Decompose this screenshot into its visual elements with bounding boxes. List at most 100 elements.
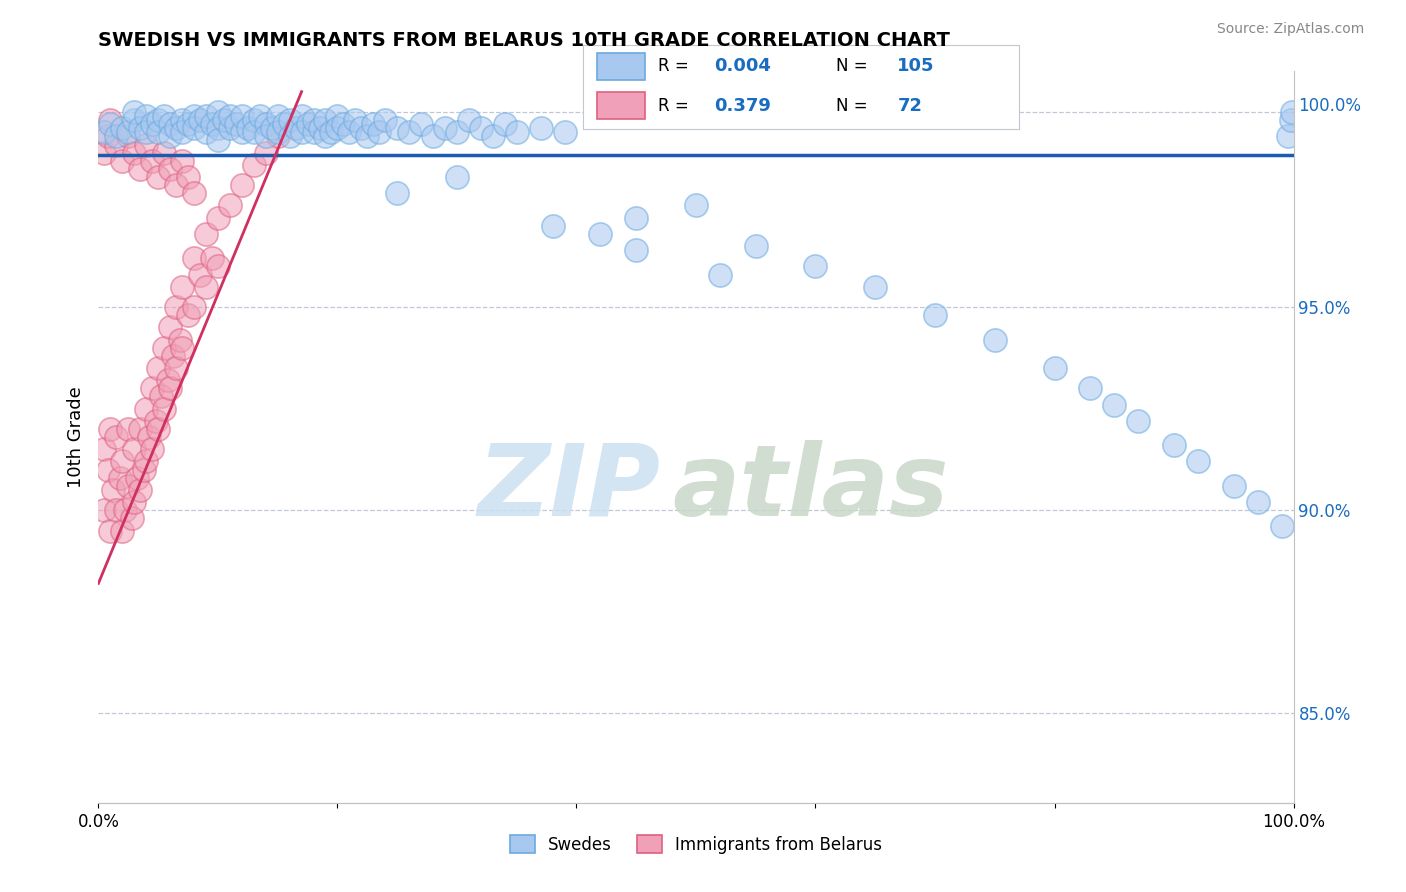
Point	[1277, 129, 1299, 144]
Point	[105, 430, 128, 444]
Point	[626, 211, 648, 225]
Point	[219, 121, 242, 136]
Point	[177, 117, 200, 131]
Point	[260, 121, 283, 136]
Point	[315, 129, 337, 144]
Point	[195, 125, 218, 139]
Point	[446, 169, 468, 184]
Point	[98, 117, 122, 131]
Point	[183, 252, 205, 266]
Point	[411, 117, 433, 131]
Point	[494, 117, 516, 131]
Point	[1080, 381, 1102, 395]
Point	[297, 117, 319, 131]
Point	[374, 113, 396, 128]
Point	[344, 113, 367, 128]
Point	[589, 227, 612, 241]
Point	[481, 129, 505, 144]
Point	[385, 186, 409, 201]
Point	[165, 121, 187, 136]
Point	[98, 524, 122, 538]
Point	[446, 125, 468, 139]
Point	[339, 125, 361, 139]
Point	[135, 401, 157, 416]
Text: R =: R =	[658, 57, 689, 75]
Point	[159, 381, 181, 395]
Point	[111, 454, 134, 468]
Point	[350, 121, 373, 136]
Point	[1163, 438, 1185, 452]
Point	[153, 341, 176, 355]
Point	[326, 121, 349, 136]
Point	[93, 145, 115, 160]
Point	[207, 260, 229, 274]
Point	[273, 117, 295, 131]
Point	[506, 125, 529, 139]
Point	[108, 471, 131, 485]
Point	[114, 503, 136, 517]
Point	[177, 169, 200, 184]
Point	[117, 125, 139, 139]
Point	[149, 389, 172, 403]
Point	[135, 125, 157, 139]
Point	[1104, 398, 1126, 412]
Point	[105, 503, 128, 517]
Point	[219, 198, 242, 212]
Point	[141, 442, 163, 457]
Point	[165, 178, 187, 193]
Point	[207, 133, 229, 147]
Point	[98, 113, 122, 128]
Point	[212, 113, 235, 128]
Point	[709, 268, 731, 282]
Point	[111, 524, 134, 538]
Point	[138, 430, 160, 444]
Point	[243, 158, 266, 172]
Point	[804, 260, 827, 274]
Point	[315, 113, 337, 128]
Point	[135, 109, 157, 123]
Point	[302, 125, 325, 139]
Point	[195, 227, 218, 241]
Point	[356, 129, 378, 144]
Text: 105: 105	[897, 57, 935, 75]
Point	[530, 121, 553, 136]
Point	[124, 145, 146, 160]
Point	[141, 381, 163, 395]
Point	[117, 479, 139, 493]
Point	[685, 198, 707, 212]
Point	[124, 113, 146, 128]
Point	[398, 125, 420, 139]
Point	[129, 422, 152, 436]
Point	[458, 113, 481, 128]
Legend: Swedes, Immigrants from Belarus: Swedes, Immigrants from Belarus	[503, 829, 889, 860]
Point	[470, 121, 492, 136]
Y-axis label: 10th Grade: 10th Grade	[66, 386, 84, 488]
Point	[129, 483, 152, 497]
Text: SWEDISH VS IMMIGRANTS FROM BELARUS 10TH GRADE CORRELATION CHART: SWEDISH VS IMMIGRANTS FROM BELARUS 10TH …	[98, 31, 950, 50]
Point	[368, 125, 391, 139]
Point	[105, 137, 128, 152]
Point	[278, 113, 301, 128]
Text: R =: R =	[658, 96, 689, 114]
Point	[207, 211, 229, 225]
Point	[236, 121, 259, 136]
Point	[201, 117, 224, 131]
Point	[148, 361, 170, 376]
Point	[284, 121, 307, 136]
Point	[97, 129, 120, 144]
Point	[148, 113, 170, 128]
Point	[145, 414, 167, 428]
Point	[1247, 495, 1270, 509]
Point	[291, 109, 314, 123]
Point	[225, 117, 247, 131]
Point	[1279, 113, 1302, 128]
Point	[302, 113, 325, 128]
Point	[254, 117, 277, 131]
Point	[183, 300, 205, 314]
Point	[129, 161, 152, 176]
Point	[385, 121, 409, 136]
Text: N =: N =	[837, 57, 868, 75]
Point	[195, 109, 218, 123]
Point	[183, 121, 205, 136]
Point	[924, 308, 946, 322]
